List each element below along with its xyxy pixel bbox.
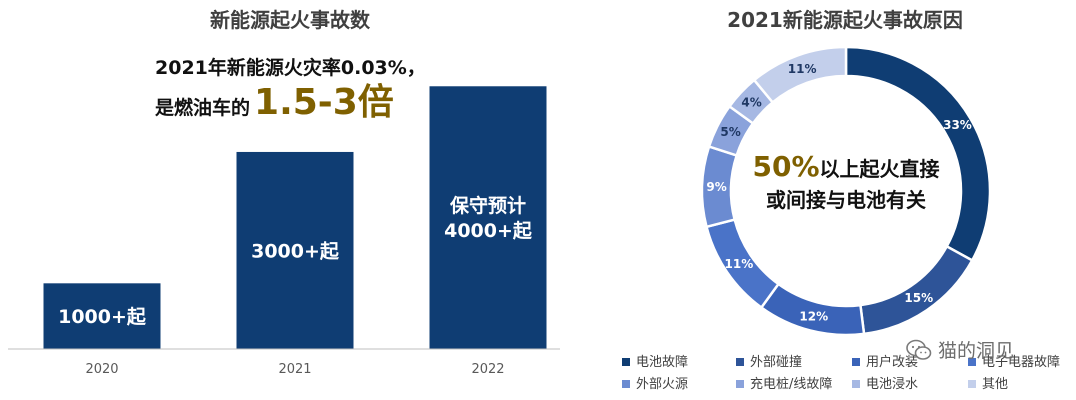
legend-label: 外部火源 — [636, 377, 688, 392]
bar-data-label: 4000+起 — [444, 220, 533, 242]
x-tick-label: 2022 — [471, 362, 504, 377]
legend-swatch — [968, 358, 976, 366]
slice-value-label: 12% — [799, 309, 828, 323]
bar-2020 — [43, 283, 161, 349]
donut-slice-其他 — [752, 45, 848, 105]
annotation-highlight: 1.5-3倍 — [254, 82, 394, 123]
legend-label: 电池故障 — [636, 355, 688, 370]
legend-swatch — [622, 358, 630, 366]
donut-chart: 2021新能源起火事故原因 33% 15% 12% 11% 9% 5% 4% 11% 50%以… — [622, 8, 1060, 392]
legend-swatch — [736, 358, 744, 366]
slice-value-label: 15% — [904, 291, 933, 305]
legend-label: 其他 — [982, 377, 1008, 392]
bar-data-label: 保守预计 — [449, 194, 526, 217]
slice-value-label: 4% — [741, 95, 761, 109]
slice-value-label: 11% — [725, 257, 754, 271]
legend-swatch — [852, 380, 860, 388]
bar-data-label: 1000+起 — [58, 306, 147, 328]
center-line1-rest: 以上起火直接 — [820, 157, 940, 181]
legend-swatch — [736, 380, 744, 388]
x-tick-label: 2021 — [278, 362, 311, 377]
legend-label: 电池浸水 — [866, 377, 918, 392]
slice-value-label: 11% — [788, 62, 817, 76]
x-tick-label: 2020 — [85, 362, 118, 377]
bar-chart-title: 新能源起火事故数 — [210, 8, 371, 32]
legend-label: 充电桩/线故障 — [750, 376, 832, 392]
bar-2021 — [236, 151, 354, 349]
annotation-line2: 是燃油车的 1.5-3倍 — [155, 82, 394, 123]
center-text-line1: 50%以上起火直接 — [752, 150, 939, 183]
donut-slice-电池故障 — [844, 45, 992, 263]
annotation-line1: 2021年新能源火灾率0.03%， — [155, 56, 426, 79]
legend-swatch — [622, 380, 630, 388]
legend-label: 用户改装 — [866, 354, 918, 370]
bar-data-label: 3000+起 — [251, 240, 340, 262]
legend-label: 外部碰撞 — [750, 355, 802, 370]
slice-value-label: 9% — [706, 180, 726, 194]
annotation-prefix: 是燃油车的 — [155, 96, 250, 119]
bar-chart: 新能源起火事故数 1000+起 3000+起 保守预计 4000+起 2020 2021… — [8, 8, 560, 377]
center-highlight: 50% — [752, 150, 819, 183]
bar-2022 — [429, 86, 547, 349]
legend-swatch — [852, 358, 860, 366]
slice-value-label: 33% — [943, 118, 972, 132]
watermark: 猫的洞见 — [906, 336, 1014, 363]
watermark-text: 猫的洞见 — [938, 340, 1015, 362]
donut-chart-title: 2021新能源起火事故原因 — [727, 8, 963, 32]
center-text-line2: 或间接与电池有关 — [766, 188, 926, 212]
legend-label: 电子电器故障 — [982, 355, 1060, 370]
wechat-icon — [906, 339, 932, 360]
slice-value-label: 5% — [720, 125, 740, 139]
legend-swatch — [968, 380, 976, 388]
